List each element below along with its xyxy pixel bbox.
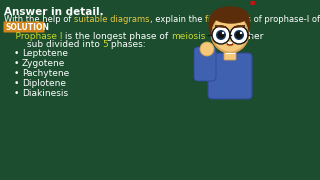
- Text: phases:: phases:: [108, 40, 146, 49]
- Circle shape: [236, 31, 243, 39]
- Circle shape: [222, 32, 224, 34]
- Circle shape: [218, 31, 225, 39]
- Text: •: •: [14, 69, 20, 78]
- Circle shape: [212, 26, 230, 44]
- Text: of prophase-I of: of prophase-I of: [251, 15, 320, 24]
- Text: Diakinesis: Diakinesis: [22, 89, 68, 98]
- Text: !: !: [246, 0, 258, 10]
- Text: 5: 5: [103, 40, 108, 49]
- Text: meiosis: meiosis: [172, 32, 206, 41]
- Text: , explain the: , explain the: [149, 15, 204, 24]
- Ellipse shape: [209, 14, 217, 36]
- Text: With the help of: With the help of: [4, 15, 74, 24]
- Ellipse shape: [212, 7, 248, 25]
- Text: SOLUTION: SOLUTION: [6, 22, 50, 32]
- Text: •: •: [14, 89, 20, 98]
- Text: Diplotene: Diplotene: [22, 79, 66, 88]
- Text: Answer in detail.: Answer in detail.: [4, 7, 104, 17]
- FancyBboxPatch shape: [208, 53, 252, 99]
- Text: five stages: five stages: [204, 15, 251, 24]
- Text: & is further: & is further: [206, 32, 263, 41]
- Text: Pachytene: Pachytene: [22, 69, 69, 78]
- FancyBboxPatch shape: [194, 47, 216, 81]
- Ellipse shape: [228, 42, 233, 44]
- Text: is the longest phase of: is the longest phase of: [62, 32, 172, 41]
- FancyBboxPatch shape: [224, 50, 236, 60]
- Circle shape: [200, 42, 214, 56]
- Ellipse shape: [212, 14, 248, 52]
- Circle shape: [234, 30, 244, 40]
- Circle shape: [216, 30, 226, 40]
- Circle shape: [230, 26, 248, 44]
- Ellipse shape: [227, 42, 234, 46]
- Ellipse shape: [211, 13, 249, 53]
- Text: sub divided into: sub divided into: [4, 40, 103, 49]
- Text: Prophase I: Prophase I: [4, 32, 62, 41]
- Text: Leptotene: Leptotene: [22, 49, 68, 58]
- Text: Zygotene: Zygotene: [22, 59, 65, 68]
- Circle shape: [240, 32, 242, 34]
- Text: •: •: [14, 49, 20, 58]
- Ellipse shape: [243, 15, 250, 35]
- Text: •: •: [14, 59, 20, 68]
- Text: •: •: [14, 79, 20, 88]
- Ellipse shape: [214, 9, 248, 23]
- FancyBboxPatch shape: [4, 21, 44, 33]
- Text: suitable diagrams: suitable diagrams: [74, 15, 149, 24]
